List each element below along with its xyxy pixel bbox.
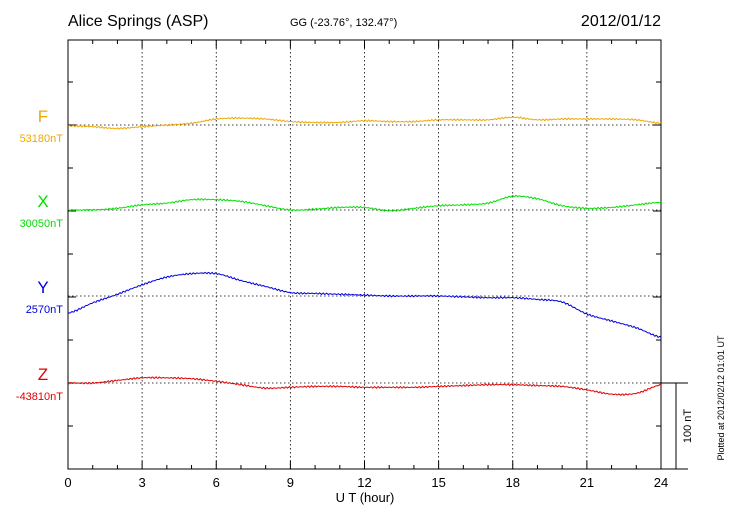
- x-tick-label: 3: [139, 475, 146, 490]
- series-baseline-x: 30050nT: [20, 218, 64, 230]
- series-lines: [67, 116, 662, 397]
- scale-bar: [661, 382, 688, 470]
- station-title: Alice Springs (ASP): [68, 13, 209, 30]
- x-tick-label: 0: [64, 475, 71, 490]
- series-labels: F 53180nT X 30050nT Y 2570nT Z -43810nT: [16, 107, 63, 403]
- x-tick-label: 12: [357, 475, 371, 490]
- x-tick-label: 18: [506, 475, 520, 490]
- series-name-f: F: [38, 107, 48, 126]
- x-tick-label: 21: [580, 475, 594, 490]
- date-label: 2012/01/12: [581, 13, 661, 30]
- series-baseline-f: 53180nT: [20, 133, 64, 145]
- x-tick-label: 9: [287, 475, 294, 490]
- series-name-x: X: [37, 192, 48, 211]
- scale-bar-label: 100 nT: [682, 409, 694, 444]
- series-line-z: [67, 376, 662, 397]
- series-name-z: Z: [38, 365, 48, 384]
- series-line-x: [67, 194, 662, 212]
- axis-ticks: 0 3 6 9 12 15 18 21 24: [64, 40, 668, 490]
- plotted-timestamp: Plotted at 2012/02/12 01:01 UT: [716, 335, 726, 461]
- x-axis-label: U T (hour): [336, 490, 395, 505]
- x-tick-label: 6: [213, 475, 220, 490]
- series-name-y: Y: [37, 278, 48, 297]
- series-line-f: [67, 116, 662, 130]
- coordinates-label: GG (-23.76°, 132.47°): [290, 17, 397, 29]
- x-tick-label: 15: [431, 475, 445, 490]
- series-baseline-y: 2570nT: [26, 304, 64, 316]
- grid-lines: [68, 40, 661, 469]
- x-tick-label: 24: [654, 475, 668, 490]
- series-baseline-z: -43810nT: [16, 391, 63, 403]
- series-line-y: [67, 271, 662, 339]
